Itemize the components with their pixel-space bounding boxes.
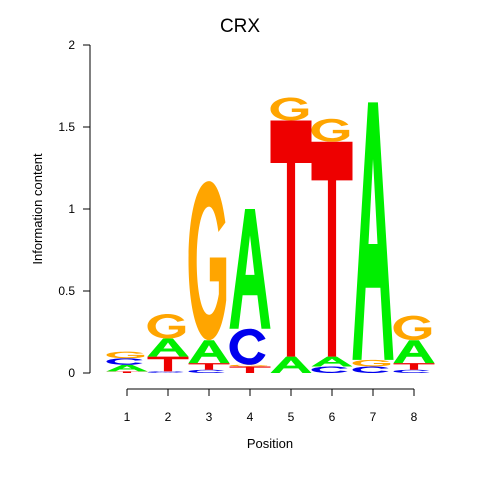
logo-letters bbox=[106, 97, 435, 373]
x-tick-label: 5 bbox=[288, 410, 295, 424]
logo-letter-G-pos3 bbox=[188, 181, 227, 341]
y-axis-ticks: 0 0.5 1 1.5 2 bbox=[58, 38, 90, 380]
logo-letter-A-pos8 bbox=[393, 340, 435, 364]
x-tick-label: 6 bbox=[329, 410, 336, 424]
logo-letter-A-pos4 bbox=[229, 209, 271, 329]
logo-letter-C-pos8 bbox=[393, 369, 430, 373]
logo-letter-A-pos5 bbox=[270, 356, 312, 373]
x-tick-label: 1 bbox=[124, 410, 131, 424]
logo-letter-G-pos5 bbox=[270, 97, 309, 121]
x-tick-label: 7 bbox=[370, 410, 377, 424]
logo-letter-G-pos8 bbox=[393, 315, 432, 341]
logo-letter-G-pos7 bbox=[352, 359, 391, 367]
logo-letter-T-pos5 bbox=[270, 120, 312, 357]
y-tick-label: 1.5 bbox=[58, 120, 75, 134]
y-tick-label: 2 bbox=[68, 38, 75, 52]
logo-letter-G-pos2 bbox=[147, 313, 186, 339]
logo-letter-C-pos3 bbox=[188, 369, 225, 373]
logo-letter-G-pos6 bbox=[311, 118, 350, 142]
chart-title: CRX bbox=[220, 16, 260, 37]
logo-letter-C-pos1 bbox=[106, 358, 143, 365]
y-tick-label: 0.5 bbox=[58, 284, 75, 298]
logo-letter-A-pos3 bbox=[188, 340, 230, 364]
logo-letter-C-pos4 bbox=[229, 328, 266, 365]
logo-letter-T-pos8 bbox=[393, 363, 435, 370]
y-tick-label: 0 bbox=[68, 366, 75, 380]
logo-letter-T-pos3 bbox=[188, 363, 230, 370]
x-tick-label: 3 bbox=[206, 410, 213, 424]
logo-letter-C-pos2 bbox=[147, 371, 184, 373]
y-tick-label: 1 bbox=[68, 202, 75, 216]
x-axis-label: Position bbox=[247, 436, 293, 451]
logo-letter-A-pos1 bbox=[106, 364, 148, 372]
x-axis-ticks: 1 2 3 4 5 6 7 8 bbox=[124, 389, 418, 424]
logo-letter-T-pos4 bbox=[229, 366, 271, 373]
logo-letter-T-pos6 bbox=[311, 141, 353, 357]
logo-letter-T-pos1 bbox=[106, 371, 148, 373]
x-tick-label: 2 bbox=[165, 410, 172, 424]
logo-letter-C-pos7 bbox=[352, 366, 389, 373]
logo-letter-A-pos6 bbox=[311, 356, 353, 367]
logo-letter-A-pos7 bbox=[352, 102, 394, 360]
x-tick-label: 8 bbox=[411, 410, 418, 424]
x-tick-label: 4 bbox=[247, 410, 254, 424]
logo-letter-A-pos2 bbox=[147, 338, 189, 357]
logo-letter-T-pos2 bbox=[147, 356, 189, 372]
logo-letter-C-pos6 bbox=[311, 366, 348, 373]
logo-letter-G-pos4 bbox=[229, 364, 268, 367]
logo-letter-G-pos1 bbox=[106, 351, 145, 359]
y-axis-label: Information content bbox=[30, 153, 45, 265]
